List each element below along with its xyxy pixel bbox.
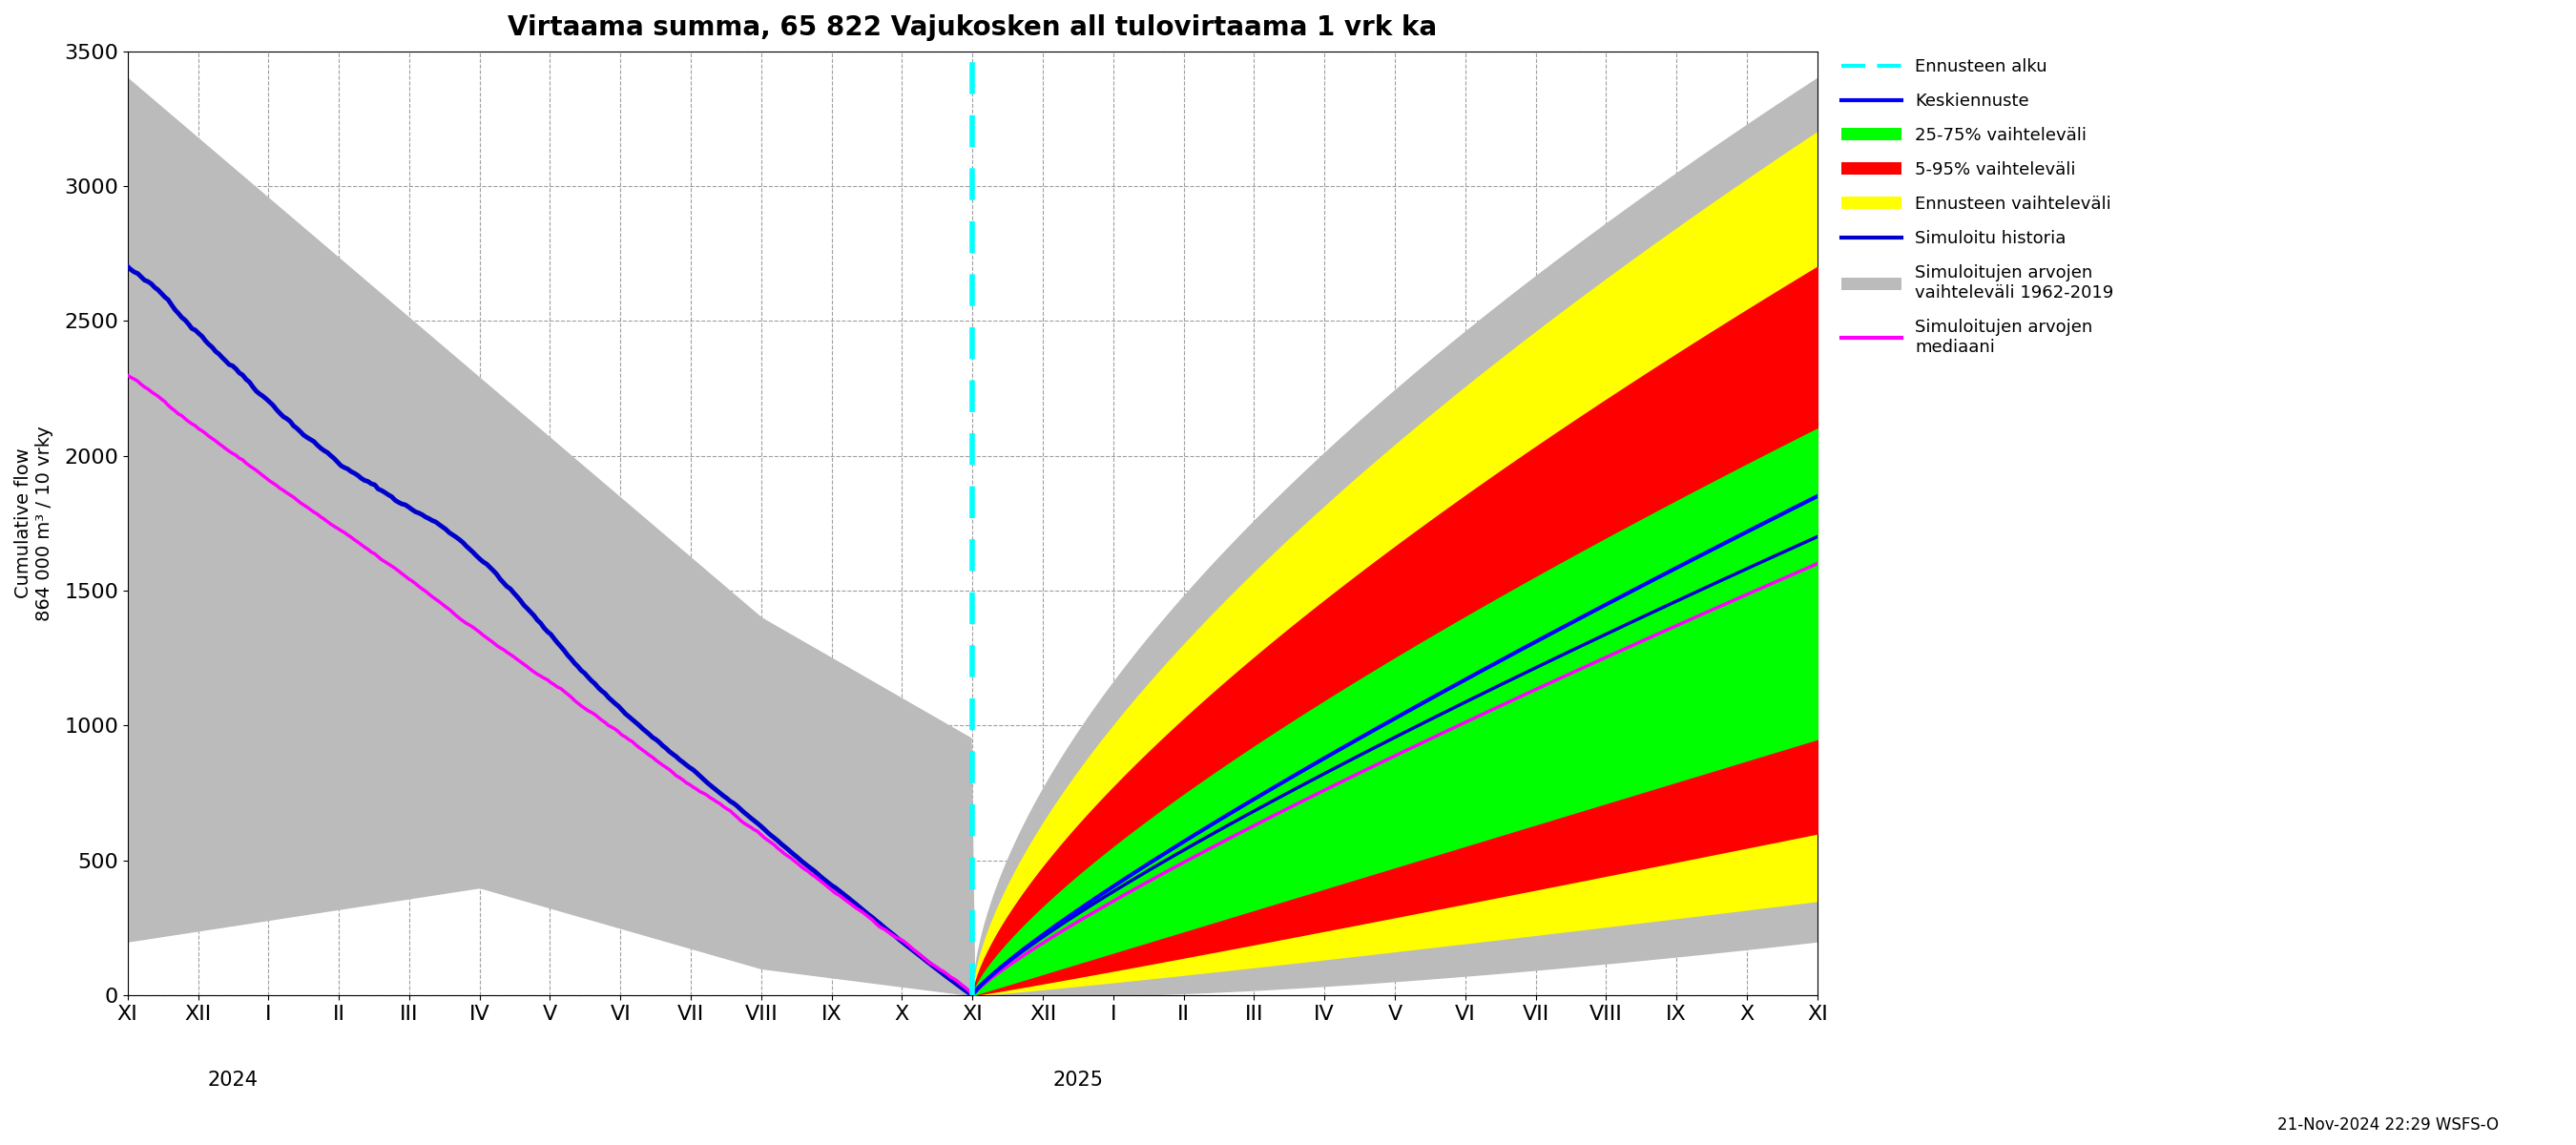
Y-axis label: Cumulative flow
864 000 m³ / 10 vrky: Cumulative flow 864 000 m³ / 10 vrky bbox=[15, 426, 54, 621]
Legend: Ennusteen alku, Keskiennuste, 25-75% vaihteleväli, 5-95% vaihteleväli, Ennusteen: Ennusteen alku, Keskiennuste, 25-75% vai… bbox=[1834, 52, 2120, 363]
Title: Virtaama summa, 65 822 Vajukosken all tulovirtaama 1 vrk ka: Virtaama summa, 65 822 Vajukosken all tu… bbox=[507, 14, 1437, 41]
Text: 2024: 2024 bbox=[209, 1071, 258, 1090]
Text: 21-Nov-2024 22:29 WSFS-O: 21-Nov-2024 22:29 WSFS-O bbox=[2277, 1116, 2499, 1134]
Text: 2025: 2025 bbox=[1054, 1071, 1103, 1090]
